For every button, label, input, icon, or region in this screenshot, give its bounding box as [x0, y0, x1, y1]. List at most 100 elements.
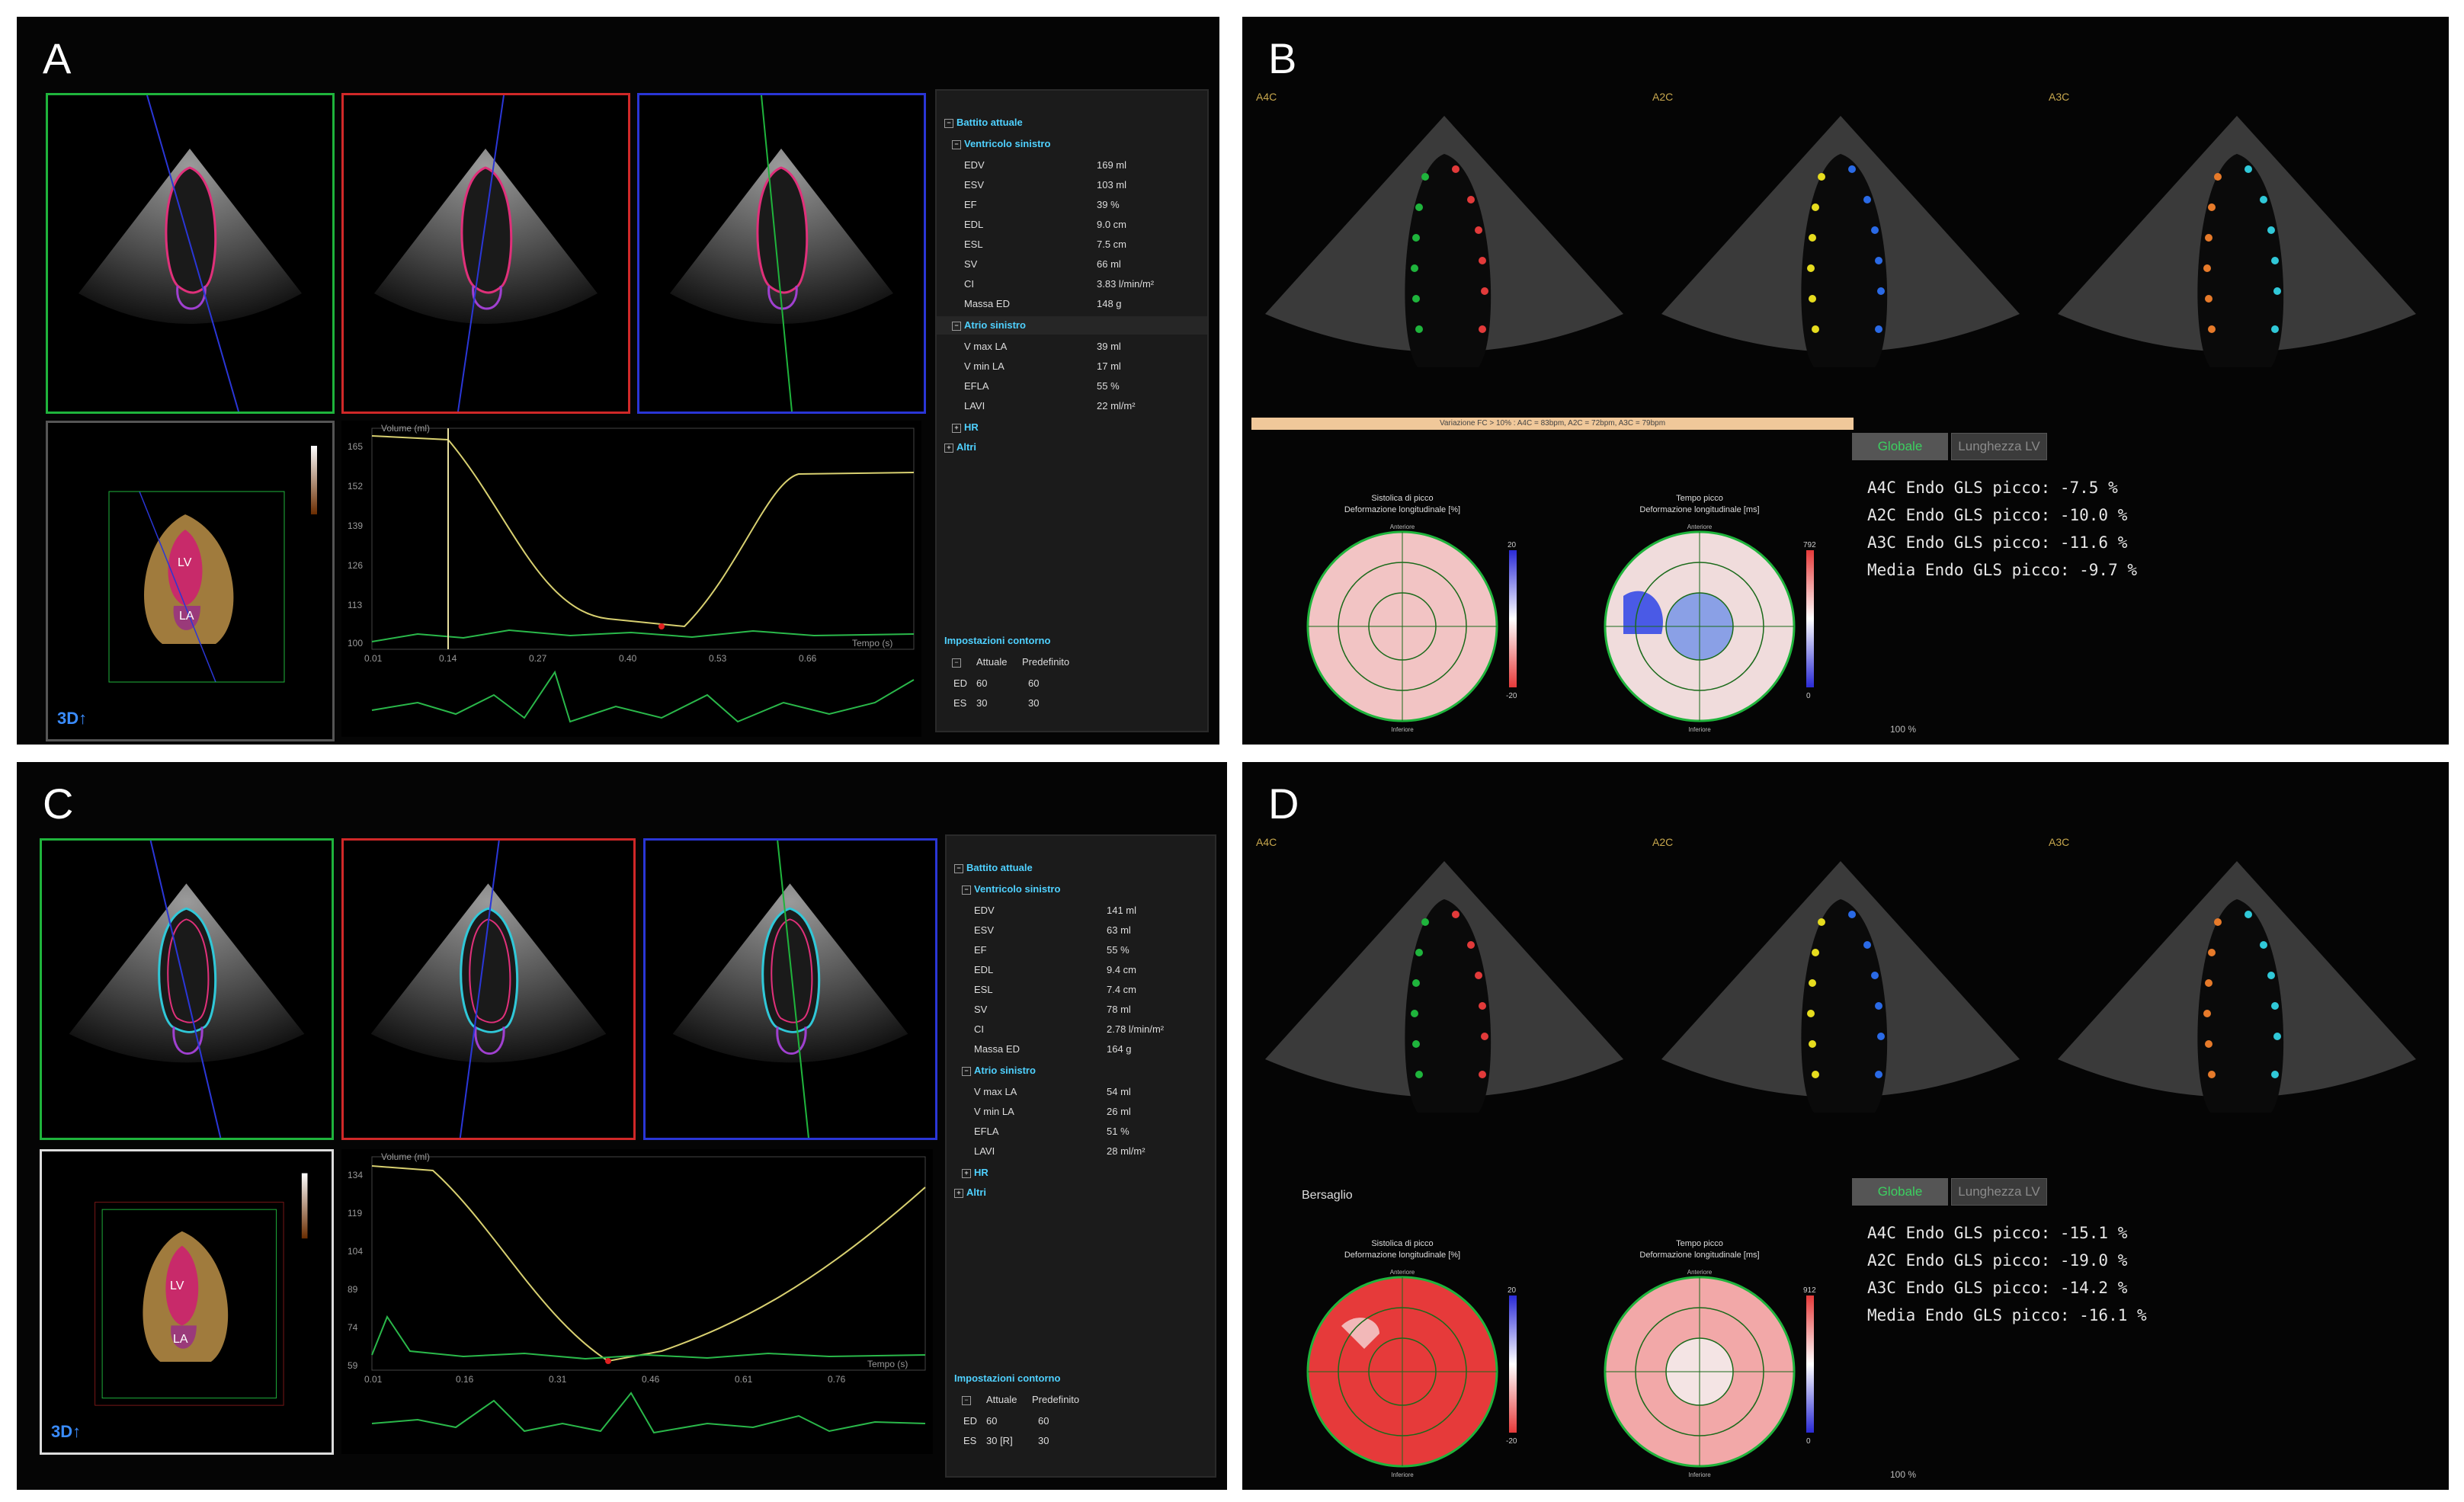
bullseye-1-title: Sistolica di picco Deformazione longitudi…	[1344, 1239, 1461, 1260]
svg-text:0: 0	[1806, 692, 1811, 700]
svg-text:134: 134	[348, 1170, 363, 1180]
zoom-level[interactable]: 100 %	[1890, 1469, 1917, 1480]
svg-text:Inferiore: Inferiore	[1688, 1472, 1711, 1478]
svg-text:Anteriore: Anteriore	[1390, 1269, 1415, 1276]
svg-text:Anteriore: Anteriore	[1687, 524, 1713, 530]
volume-graph[interactable]: Volume (ml) Tempo (s) 165 152 139 126 11…	[341, 421, 921, 737]
section-battito[interactable]: − Battito attuale	[944, 114, 1023, 132]
svg-text:0.61: 0.61	[735, 1374, 753, 1385]
echo-cone-green	[69, 841, 305, 1138]
section-hr[interactable]: + HR	[952, 418, 979, 437]
echo-cone-blue	[670, 95, 893, 412]
global-button[interactable]: Globale	[1852, 433, 1948, 460]
svg-text:0.01: 0.01	[364, 653, 383, 664]
svg-text:113: 113	[348, 600, 362, 610]
lv-length-button[interactable]: Lunghezza LV	[1951, 1178, 2047, 1206]
strain-view-a3c[interactable]: A3C	[2043, 85, 2431, 436]
svg-text:20: 20	[1508, 541, 1517, 549]
panel-letter: B	[1268, 34, 1297, 82]
bullseye-strain[interactable]: Anteriore Inferiore 20 -20	[1280, 520, 1540, 733]
gls-a3c: A3C Endo GLS picco: -11.6 %	[1867, 533, 2128, 552]
strain-view-a4c[interactable]: A4C	[1250, 85, 1639, 436]
bullseye-1-title: Sistolica di picco Deformazione longitudi…	[1344, 494, 1461, 514]
graph-xlabel: Tempo (s)	[867, 1359, 908, 1369]
svg-text:Inferiore: Inferiore	[1391, 1472, 1414, 1478]
gls-a2c: A2C Endo GLS picco: -19.0 %	[1867, 1251, 2128, 1270]
section-la[interactable]: − Atrio sinistro	[952, 316, 1026, 335]
section-lv[interactable]: − Ventricolo sinistro	[952, 135, 1050, 153]
view-blue[interactable]	[637, 93, 926, 414]
3d-toggle[interactable]: 3D↑	[57, 709, 88, 728]
contour-ed-current[interactable]: 60	[986, 1415, 998, 1427]
strain-view-a3c[interactable]: A3C	[2043, 831, 2431, 1181]
echo-a2c: A2C	[1652, 91, 2020, 367]
volume-graph[interactable]: Volume (ml) Tempo (s) 134 119 104 89 74 …	[341, 1149, 933, 1454]
echo-cone-blue	[672, 841, 908, 1138]
svg-text:152: 152	[348, 481, 363, 492]
section-lv[interactable]: − Ventricolo sinistro	[962, 880, 1060, 898]
strain-view-a4c[interactable]: A4C	[1250, 831, 1639, 1181]
gls-a3c: A3C Endo GLS picco: -14.2 %	[1867, 1279, 2128, 1297]
lv-length-button[interactable]: Lunghezza LV	[1951, 433, 2047, 460]
strain-view-a2c[interactable]: A2C	[1646, 85, 2035, 436]
svg-text:Anteriore: Anteriore	[1687, 1269, 1713, 1276]
echo-cone-green	[79, 95, 302, 412]
section-hr[interactable]: + HR	[962, 1164, 988, 1182]
svg-text:0.27: 0.27	[529, 653, 547, 664]
svg-text:A4C: A4C	[1256, 91, 1277, 103]
zoom-level[interactable]: 100 %	[1890, 724, 1917, 735]
strain-view-a2c[interactable]: A2C	[1646, 831, 2035, 1181]
svg-text:0.53: 0.53	[709, 653, 727, 664]
svg-text:Anteriore: Anteriore	[1390, 524, 1415, 530]
view-green[interactable]	[46, 93, 335, 414]
panel-letter: C	[43, 780, 74, 828]
global-button[interactable]: Globale	[1852, 1178, 1948, 1206]
svg-text:126: 126	[348, 560, 363, 571]
contour-es-current[interactable]: 30	[976, 697, 988, 709]
contour-ed-current[interactable]: 60	[976, 677, 988, 689]
section-altri[interactable]: + Altri	[944, 438, 976, 456]
3d-heart-render	[108, 446, 317, 683]
svg-text:A4C: A4C	[1256, 836, 1277, 848]
view-red[interactable]	[341, 838, 636, 1140]
view-green[interactable]	[40, 838, 334, 1140]
contour-settings-title: Impostazioni contorno	[944, 635, 1051, 646]
gls-mean: Media Endo GLS picco: -9.7 %	[1867, 561, 2138, 579]
svg-text:0.76: 0.76	[828, 1374, 846, 1385]
svg-text:59: 59	[348, 1360, 358, 1371]
echo-a2c: A2C	[1652, 836, 2020, 1113]
svg-text:912: 912	[1803, 1286, 1816, 1295]
gls-mean: Media Endo GLS picco: -16.1 %	[1867, 1306, 2147, 1324]
echo-a3c: A3C	[2049, 91, 2416, 367]
svg-text:0.16: 0.16	[456, 1374, 474, 1385]
section-altri[interactable]: + Altri	[954, 1183, 986, 1202]
3d-view[interactable]: LV LA 3D↑	[40, 1149, 334, 1455]
echo-a3c: A3C	[2049, 836, 2416, 1113]
bullseye-2-title: Tempo picco Deformazione longitudinale [m…	[1639, 494, 1760, 514]
target-label[interactable]: Bersaglio	[1302, 1189, 1353, 1202]
gls-a2c: A2C Endo GLS picco: -10.0 %	[1867, 506, 2128, 524]
section-la[interactable]: − Atrio sinistro	[962, 1062, 1036, 1080]
3d-view[interactable]: LV LA 3D↑	[46, 421, 335, 741]
svg-text:-20: -20	[1506, 1437, 1517, 1446]
svg-text:0: 0	[1806, 1437, 1811, 1446]
bullseye-strain[interactable]: Anteriore Inferiore 20 -20	[1280, 1265, 1540, 1478]
section-battito[interactable]: − Battito attuale	[954, 859, 1033, 877]
gls-a4c: A4C Endo GLS picco: -15.1 %	[1867, 1224, 2128, 1242]
svg-text:A2C: A2C	[1652, 91, 1673, 103]
echo-cone-red	[370, 841, 607, 1138]
svg-text:139: 139	[348, 520, 363, 531]
graph-ylabel: Volume (ml)	[381, 423, 430, 434]
measurements-panel: − Battito attuale − Ventricolo sinistro ED…	[945, 834, 1216, 1478]
bullseye-time[interactable]: Anteriore Inferiore 912 0	[1578, 1265, 1837, 1478]
contour-es-current[interactable]: 30 [R]	[986, 1435, 1013, 1446]
svg-text:165: 165	[348, 441, 363, 452]
view-red[interactable]	[341, 93, 630, 414]
view-blue[interactable]	[643, 838, 937, 1140]
bullseye-time[interactable]: Anteriore Inferiore 792 0	[1578, 520, 1837, 733]
svg-text:0.40: 0.40	[619, 653, 637, 664]
svg-text:A2C: A2C	[1652, 836, 1673, 848]
svg-text:0.14: 0.14	[439, 653, 457, 664]
3d-toggle[interactable]: 3D↑	[51, 1422, 82, 1441]
bullseye-time-svg: Anteriore Inferiore 792 0	[1604, 524, 1816, 733]
